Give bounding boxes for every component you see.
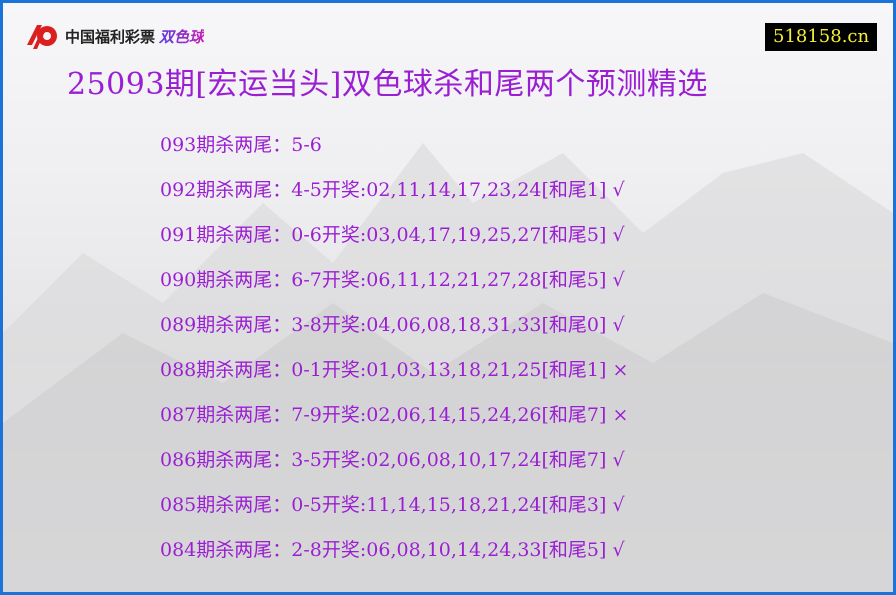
list-item: 092期杀两尾：4-5开奖:02,11,14,17,23,24[和尾1] √ xyxy=(160,179,625,201)
list-item: 089期杀两尾：3-8开奖:04,06,08,18,31,33[和尾0] √ xyxy=(160,314,625,336)
list-item: 086期杀两尾：3-5开奖:02,06,08,10,17,24[和尾7] √ xyxy=(160,449,625,471)
list-item: 091期杀两尾：0-6开奖:03,04,17,19,25,27[和尾5] √ xyxy=(160,224,625,246)
welfare-lottery-logo-icon xyxy=(27,25,57,49)
logo-subtext: 双色球 xyxy=(159,27,205,46)
list-item: 093期杀两尾：5-6 xyxy=(160,134,322,156)
site-badge: 518158.cn xyxy=(765,23,878,51)
list-item: 088期杀两尾：0-1开奖:01,03,13,18,21,25[和尾1] × xyxy=(160,359,629,381)
page-title: 25093期[宏运当头]双色球杀和尾两个预测精选 xyxy=(67,67,708,102)
list-item: 084期杀两尾：2-8开奖:06,08,10,14,24,33[和尾5] √ xyxy=(160,539,625,561)
list-item: 087期杀两尾：7-9开奖:02,06,14,15,24,26[和尾7] × xyxy=(160,404,629,426)
mountain-background xyxy=(3,143,893,592)
list-item: 085期杀两尾：0-5开奖:11,14,15,18,21,24[和尾3] √ xyxy=(160,494,625,516)
logo-text: 中国福利彩票 xyxy=(65,27,156,46)
lottery-logo: 中国福利彩票 双色球 xyxy=(23,21,204,51)
prediction-list: 093期杀两尾：5-6 092期杀两尾：4-5开奖:02,11,14,17,23… xyxy=(160,131,628,581)
list-item: 090期杀两尾：6-7开奖:06,11,12,21,27,28[和尾5] √ xyxy=(160,269,625,291)
